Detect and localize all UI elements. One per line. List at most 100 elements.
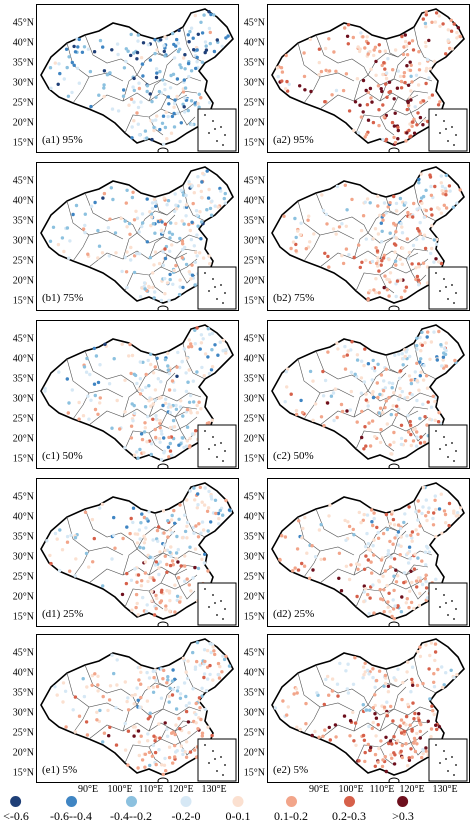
station-point — [221, 349, 225, 353]
station-point — [386, 690, 391, 694]
station-point — [370, 259, 375, 264]
station-point — [317, 528, 322, 532]
station-point — [283, 535, 288, 539]
lat-tick-label: 20°N — [243, 275, 265, 287]
station-point — [280, 70, 285, 74]
station-point — [383, 67, 387, 71]
station-point — [90, 683, 94, 687]
station-point — [326, 350, 330, 354]
station-point — [309, 89, 313, 94]
station-point — [173, 521, 177, 525]
station-point — [164, 769, 168, 773]
station-point — [188, 750, 193, 754]
station-point — [327, 725, 331, 730]
station-point — [135, 541, 140, 545]
station-point — [418, 416, 422, 421]
station-point — [376, 232, 381, 236]
station-point — [388, 609, 392, 614]
station-point — [372, 48, 376, 52]
station-point — [362, 380, 367, 384]
lat-tick-label: 30°N — [12, 393, 34, 405]
station-point — [402, 729, 407, 734]
station-point — [374, 73, 378, 78]
station-point — [402, 571, 407, 575]
station-point — [343, 518, 347, 523]
station-point — [296, 568, 301, 572]
station-point — [179, 188, 183, 193]
station-point — [319, 522, 323, 527]
station-point — [207, 421, 211, 425]
station-point — [218, 340, 222, 344]
station-point — [152, 669, 157, 673]
station-point — [450, 47, 454, 51]
province-boundary — [367, 390, 433, 402]
station-point — [207, 187, 211, 192]
station-point — [404, 723, 408, 727]
station-point — [413, 552, 417, 556]
station-point — [161, 403, 165, 408]
station-point — [196, 184, 201, 188]
station-point — [209, 368, 214, 372]
lat-tick-label: 15°N — [12, 137, 34, 149]
station-point — [409, 98, 413, 102]
station-point — [132, 76, 136, 81]
station-point — [424, 514, 428, 518]
station-point — [384, 676, 388, 680]
station-point — [206, 355, 210, 359]
station-point — [401, 246, 405, 250]
station-point — [359, 391, 364, 395]
station-point — [438, 24, 442, 28]
station-point — [127, 103, 131, 107]
panel-label: (d2) 25% — [273, 608, 315, 620]
station-point — [194, 701, 198, 706]
station-point — [184, 740, 189, 744]
station-point — [419, 100, 423, 105]
station-point — [158, 419, 162, 423]
inset-island — [439, 606, 441, 608]
station-point — [421, 402, 425, 406]
station-point — [327, 265, 331, 269]
station-point — [408, 215, 412, 219]
station-point — [124, 59, 128, 64]
station-point — [187, 731, 191, 735]
station-point — [437, 410, 441, 415]
province-boundary — [413, 26, 437, 64]
station-point — [154, 762, 158, 767]
station-point — [416, 532, 420, 536]
inset-island — [222, 460, 224, 462]
province-boundary — [72, 76, 90, 104]
station-point — [143, 129, 148, 133]
station-point — [392, 430, 396, 435]
station-point — [185, 577, 189, 581]
station-point — [203, 40, 208, 44]
station-point — [455, 201, 459, 205]
station-point — [158, 421, 162, 425]
station-point — [313, 729, 317, 734]
station-point — [374, 246, 378, 250]
inset-island — [214, 602, 216, 604]
station-point — [186, 720, 191, 724]
inset-island — [216, 456, 218, 458]
province-boundary — [182, 26, 206, 64]
station-point — [437, 329, 441, 334]
station-point — [382, 588, 386, 592]
station-point — [204, 44, 208, 48]
station-point — [406, 210, 410, 215]
station-point — [86, 252, 90, 256]
station-point — [369, 745, 373, 750]
station-point — [281, 699, 285, 703]
station-point — [125, 250, 129, 254]
station-point — [133, 693, 137, 697]
station-point — [196, 727, 200, 731]
station-point — [65, 65, 69, 70]
station-point — [369, 585, 373, 589]
station-point — [175, 365, 179, 369]
lat-tick-label: 15°N — [12, 295, 34, 307]
station-point — [181, 90, 186, 94]
lat-tick-label: 30°N — [243, 77, 265, 89]
station-point — [449, 29, 454, 33]
station-point — [425, 335, 429, 339]
station-point — [126, 708, 131, 712]
station-point — [382, 379, 386, 383]
station-point — [365, 531, 369, 536]
